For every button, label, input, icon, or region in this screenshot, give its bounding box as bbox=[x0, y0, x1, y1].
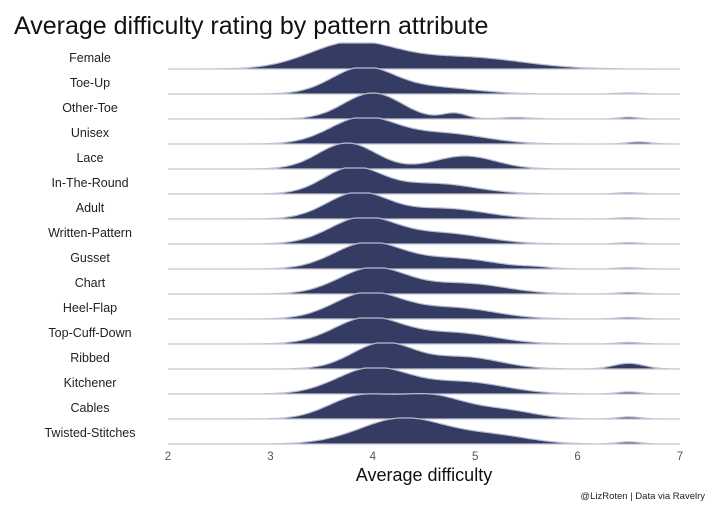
row-label: Chart bbox=[75, 276, 106, 290]
row-label: Female bbox=[69, 51, 111, 65]
x-tick-group: 2 3 4 5 6 7 bbox=[165, 451, 683, 463]
ridge-toe-up bbox=[168, 67, 680, 95]
row-label: Cables bbox=[71, 401, 110, 415]
row-label-group: Female Toe-Up Other-Toe Unisex Lace In-The-Ro… bbox=[44, 51, 135, 440]
ridge-female bbox=[168, 42, 680, 70]
ridge-other-toe bbox=[168, 92, 680, 120]
ridge-adult bbox=[168, 192, 680, 220]
row-label: Adult bbox=[76, 201, 105, 215]
row-label: Gusset bbox=[70, 251, 110, 265]
x-axis-label: Average difficulty bbox=[356, 465, 492, 485]
ridge-group bbox=[168, 42, 680, 445]
row-label: Ribbed bbox=[70, 351, 110, 365]
row-label: Unisex bbox=[71, 126, 110, 140]
chart-caption: @LizRoten | Data via Ravelry bbox=[580, 491, 705, 502]
row-label: Other-Toe bbox=[62, 101, 118, 115]
row-label: Heel-Flap bbox=[63, 301, 117, 315]
row-label: In-The-Round bbox=[51, 176, 128, 190]
ridge-unisex bbox=[168, 117, 680, 145]
ridge-ribbed bbox=[168, 342, 680, 370]
ridge-lace bbox=[168, 142, 680, 170]
row-label: Twisted-Stitches bbox=[44, 426, 135, 440]
chart-title: Average difficulty rating by pattern att… bbox=[14, 12, 488, 40]
ridge-kitchener bbox=[168, 367, 680, 395]
row-label: Written-Pattern bbox=[48, 226, 132, 240]
ridge-cables bbox=[168, 393, 680, 420]
x-tick-label: 7 bbox=[677, 451, 683, 463]
ridge-in-the-round bbox=[168, 167, 680, 195]
x-tick-label: 6 bbox=[574, 451, 580, 463]
ridge-top-cuff-down bbox=[168, 317, 680, 345]
row-label: Kitchener bbox=[64, 376, 117, 390]
x-tick-label: 5 bbox=[472, 451, 478, 463]
row-label: Top-Cuff-Down bbox=[48, 326, 131, 340]
ridge-written-pattern bbox=[168, 217, 680, 245]
ridge-gusset bbox=[168, 242, 680, 270]
ridge-twisted-stitches bbox=[168, 417, 680, 445]
ridge-chart bbox=[168, 267, 680, 295]
x-tick-label: 2 bbox=[165, 451, 171, 463]
x-tick-label: 3 bbox=[267, 451, 273, 463]
row-label: Lace bbox=[76, 151, 103, 165]
x-tick-label: 4 bbox=[370, 451, 377, 463]
row-label: Toe-Up bbox=[70, 76, 110, 90]
ridge-heel-flap bbox=[168, 292, 680, 320]
